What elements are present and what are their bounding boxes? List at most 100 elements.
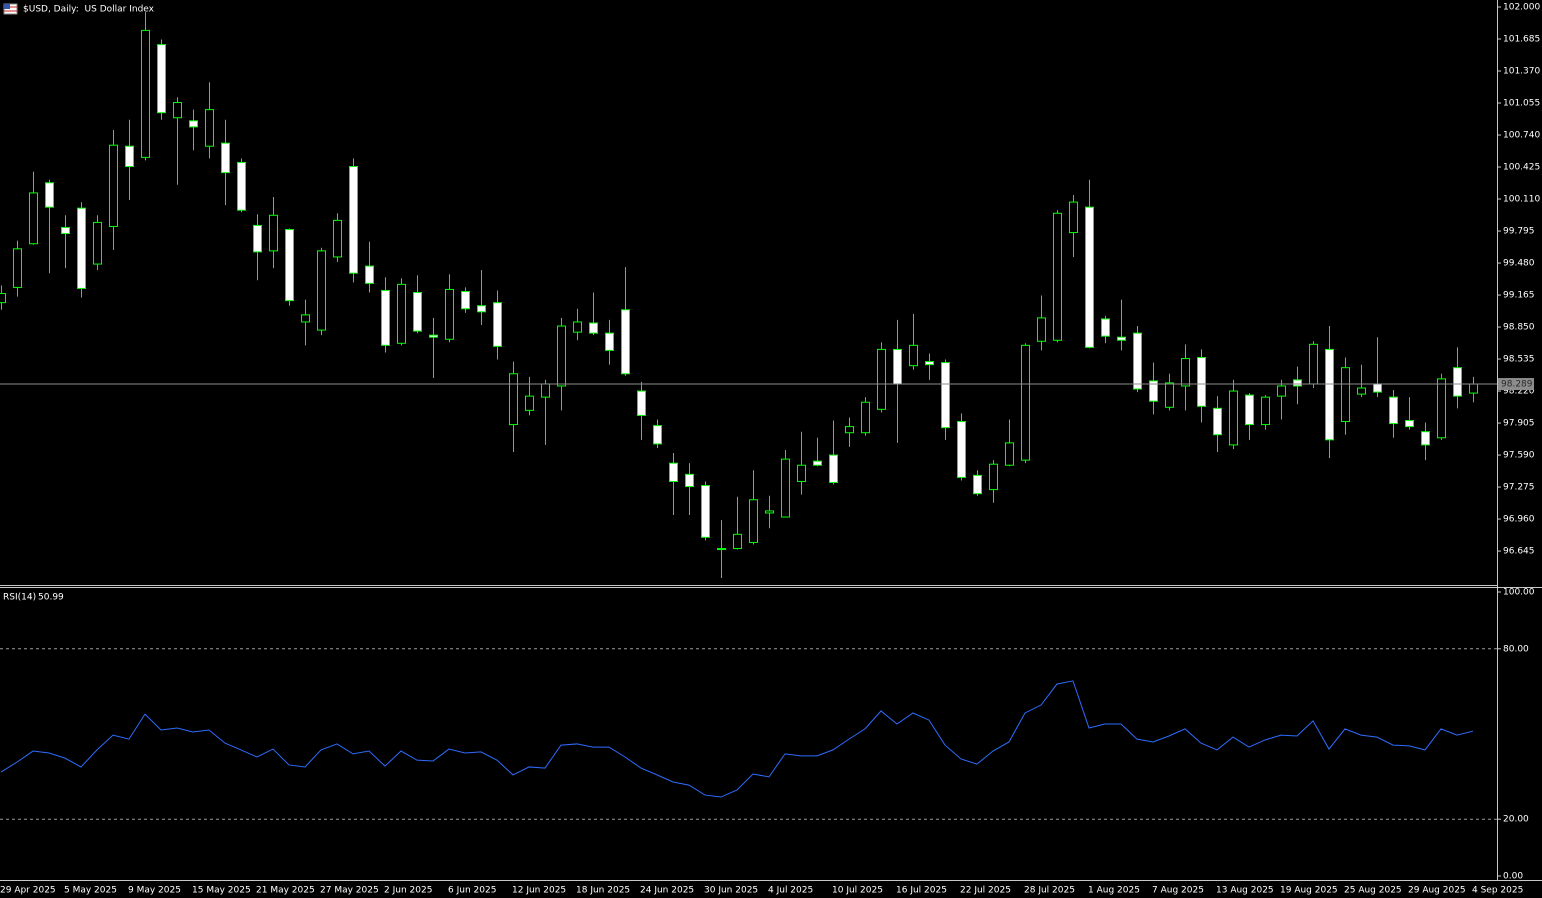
candle-body xyxy=(1101,318,1110,337)
candle-body xyxy=(333,219,342,258)
y-tick-label: 100.00 xyxy=(1503,588,1535,598)
y-tick-label: 101.055 xyxy=(1503,99,1540,109)
candle-body xyxy=(621,309,630,375)
candle-body xyxy=(733,533,742,550)
candle-body xyxy=(0,293,6,304)
y-tick-label: 98.850 xyxy=(1503,323,1535,333)
candle-body xyxy=(925,361,934,366)
candle-body xyxy=(1117,336,1126,341)
candle-body xyxy=(1085,206,1094,348)
candle-body xyxy=(557,325,566,387)
candle-body xyxy=(957,421,966,478)
candle-body xyxy=(877,348,886,410)
candle-body xyxy=(1325,348,1334,441)
x-tick-label: 27 May 2025 xyxy=(320,886,379,896)
x-tick-label: 22 Jul 2025 xyxy=(960,886,1011,896)
flag-canton xyxy=(4,4,10,9)
y-tick-label: 20.00 xyxy=(1503,815,1529,825)
candle-body xyxy=(573,321,582,333)
y-tick-label: 102.000 xyxy=(1503,3,1540,13)
last-price-label: 98.289 xyxy=(1501,380,1533,390)
y-tick-label: 101.370 xyxy=(1503,67,1540,77)
indicator-value: 50.99 xyxy=(38,593,64,603)
candle-body xyxy=(461,290,470,310)
candle-body xyxy=(77,207,86,289)
candle-body xyxy=(173,102,182,119)
y-tick-label: 97.275 xyxy=(1503,483,1535,493)
y-tick-label: 100.740 xyxy=(1503,131,1540,141)
x-tick-label: 30 Jun 2025 xyxy=(704,886,758,896)
x-tick-label: 2 Jun 2025 xyxy=(384,886,432,896)
candle-body xyxy=(605,332,614,351)
candle-body xyxy=(1133,332,1142,390)
candle-body xyxy=(797,464,806,482)
candle-body xyxy=(989,463,998,491)
candle-body xyxy=(589,322,598,334)
x-tick-label: 16 Jul 2025 xyxy=(896,886,947,896)
y-tick-label: 100.110 xyxy=(1503,195,1540,205)
x-tick-label: 10 Jul 2025 xyxy=(832,886,883,896)
candle-body xyxy=(845,426,854,434)
candle-body xyxy=(493,302,502,347)
candle-body xyxy=(1261,396,1270,426)
x-tick-label: 18 Jun 2025 xyxy=(576,886,630,896)
candle-body xyxy=(765,510,774,514)
candle-body xyxy=(1181,358,1190,387)
y-tick-label: 97.905 xyxy=(1503,419,1535,429)
x-tick-label: 13 Aug 2025 xyxy=(1216,886,1274,896)
candle-body xyxy=(1197,357,1206,407)
candle-body xyxy=(813,460,822,466)
x-tick-label: 28 Jul 2025 xyxy=(1024,886,1075,896)
y-tick-label: 101.685 xyxy=(1503,35,1540,45)
x-tick-label: 15 May 2025 xyxy=(192,886,251,896)
y-tick-label: 99.480 xyxy=(1503,259,1535,269)
x-tick-label: 9 May 2025 xyxy=(128,886,181,896)
candle-body xyxy=(397,283,406,344)
candle-body xyxy=(861,401,870,434)
candle-body xyxy=(1005,442,1014,466)
x-tick-label: 12 Jun 2025 xyxy=(512,886,566,896)
candle-body xyxy=(1021,344,1030,461)
candle-body xyxy=(1053,212,1062,341)
y-tick-label: 96.645 xyxy=(1503,547,1535,557)
candle-body xyxy=(381,289,390,346)
candle-body xyxy=(1149,380,1158,402)
y-tick-label: 80.00 xyxy=(1503,644,1529,654)
y-tick-label: 98.220 xyxy=(1503,387,1535,397)
candle-body xyxy=(1165,382,1174,408)
candle-body xyxy=(221,142,230,174)
candle-body xyxy=(1357,387,1366,395)
candle-body xyxy=(1245,394,1254,426)
y-tick-label: 0.00 xyxy=(1503,872,1523,882)
candle-body xyxy=(749,499,758,543)
chart-title: $USD, Daily: US Dollar Index xyxy=(23,5,155,15)
candle-body xyxy=(45,182,54,208)
candle-body xyxy=(445,288,454,340)
rsi-line xyxy=(0,680,1474,798)
x-tick-label: 7 Aug 2025 xyxy=(1152,886,1204,896)
candle-body xyxy=(61,226,70,235)
x-tick-label: 24 Jun 2025 xyxy=(640,886,694,896)
y-tick-label: 99.795 xyxy=(1503,227,1535,237)
candle-body xyxy=(1437,378,1446,439)
y-tick-label: 96.960 xyxy=(1503,515,1535,525)
candle-body xyxy=(637,390,646,416)
candle-body xyxy=(157,44,166,114)
candle-body xyxy=(141,29,150,158)
candle-body xyxy=(941,362,950,429)
candle-body xyxy=(1309,343,1318,385)
candle-body xyxy=(365,265,374,284)
x-tick-label: 29 Apr 2025 xyxy=(0,886,56,896)
candle-body xyxy=(669,462,678,482)
candle-body xyxy=(253,224,262,253)
x-tick-label: 4 Jul 2025 xyxy=(768,886,813,896)
candle-body xyxy=(1069,201,1078,234)
candle-body xyxy=(285,229,294,302)
candle-body xyxy=(1037,317,1046,342)
candle-body xyxy=(477,305,486,313)
candle-body xyxy=(125,145,134,168)
candle-body xyxy=(1373,383,1382,393)
y-tick-label: 98.535 xyxy=(1503,355,1535,365)
candle-body xyxy=(509,373,518,426)
